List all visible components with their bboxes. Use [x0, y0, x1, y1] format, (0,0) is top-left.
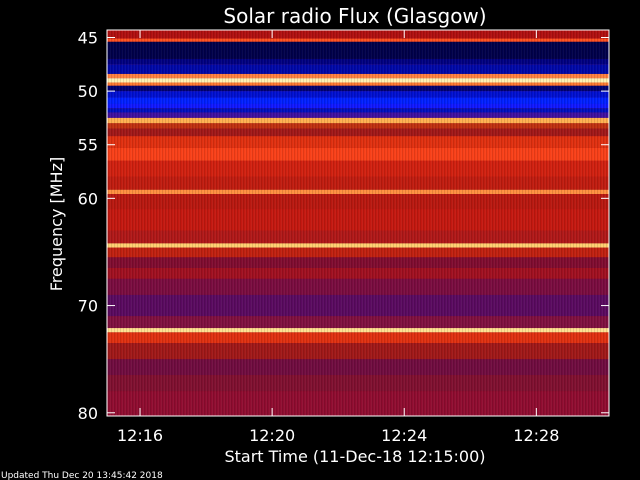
x-tick-label: 12:28 [513, 426, 559, 445]
updated-timestamp: Updated Thu Dec 20 13:45:42 2018 [1, 471, 163, 480]
x-tick-label: 12:20 [249, 426, 295, 445]
x-tick-label: 12:16 [117, 426, 163, 445]
chart-title: Solar radio Flux (Glasgow) [223, 4, 486, 28]
x-axis-ticks: 12:16 12:20 12:24 12:28 [117, 30, 559, 445]
y-tick-label: 60 [78, 189, 98, 208]
x-axis-label: Start Time (11-Dec-18 12:15:00) [224, 447, 485, 466]
y-tick-label: 70 [78, 297, 98, 316]
y-axis-label: Frequency [MHz] [47, 157, 66, 291]
y-tick-label: 80 [78, 404, 98, 423]
y-tick-label: 50 [78, 82, 98, 101]
y-tick-label: 55 [78, 136, 98, 155]
plot-frame [106, 29, 610, 417]
x-tick-label: 12:24 [381, 426, 427, 445]
plot-area [107, 30, 609, 416]
texture-overlay [107, 30, 609, 416]
y-axis-ticks: 45 50 55 60 70 80 [78, 29, 609, 423]
y-tick-label: 45 [78, 29, 98, 48]
